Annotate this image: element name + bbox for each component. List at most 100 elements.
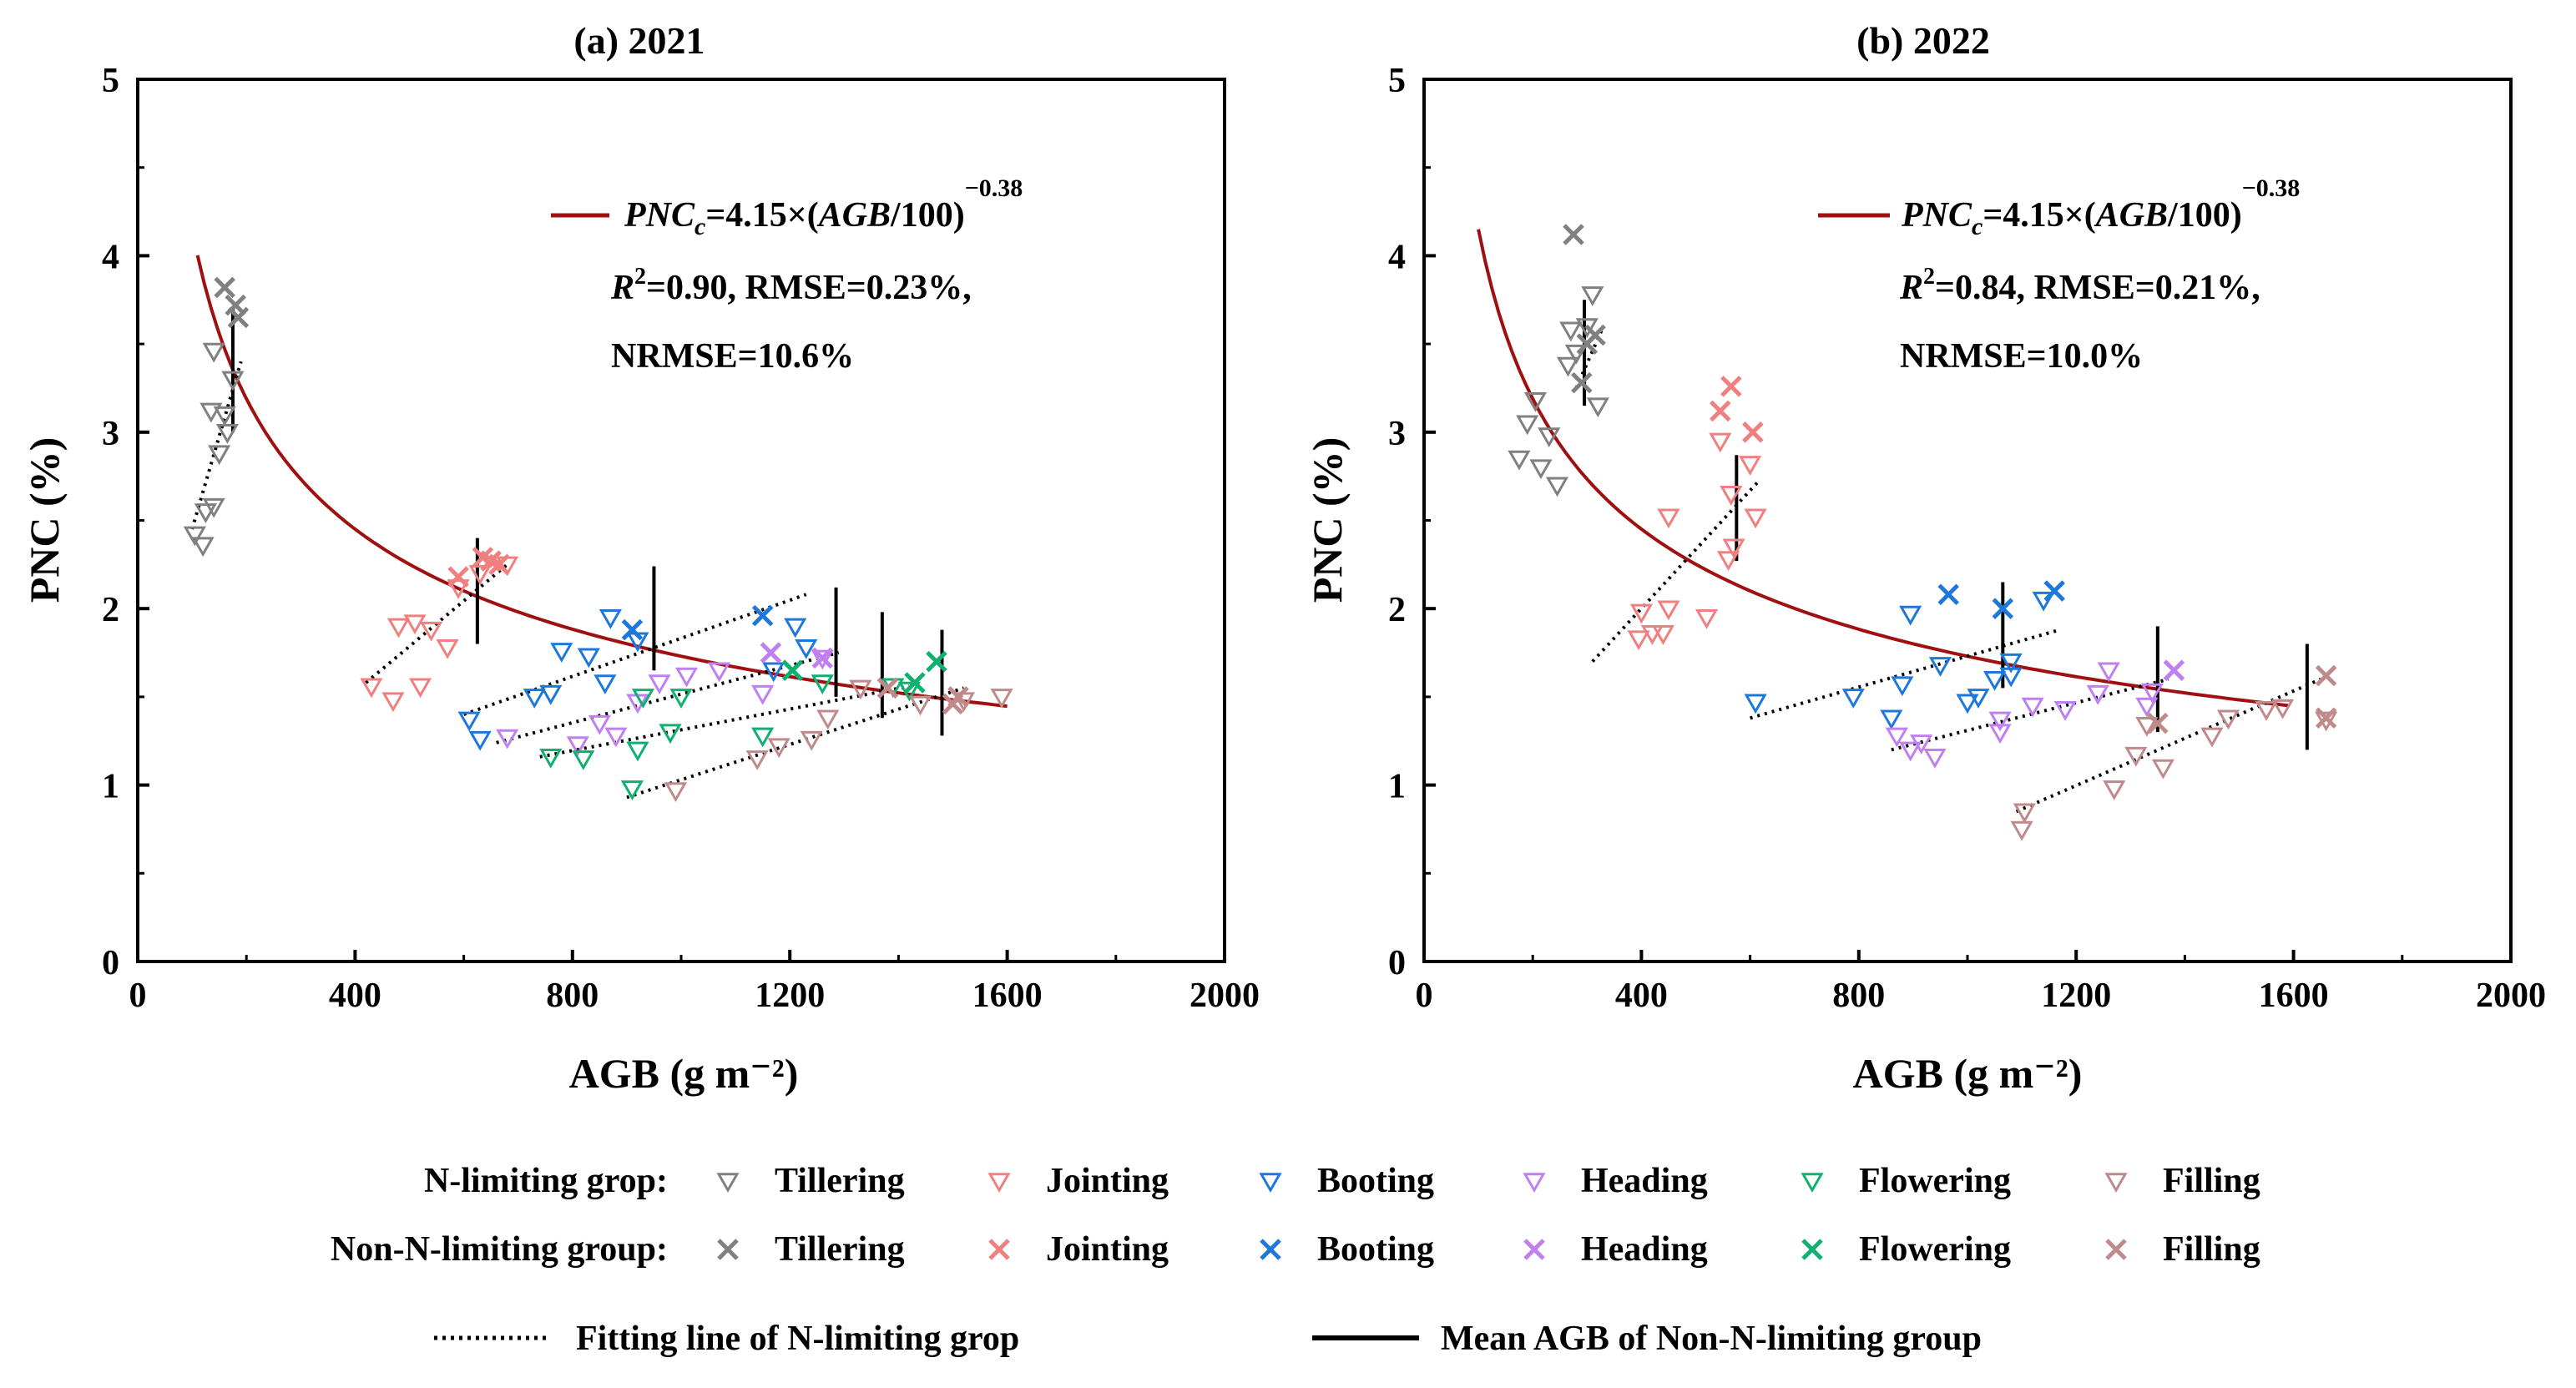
- point-n-limiting-booting: [550, 643, 573, 663]
- fit-line-booting: [1750, 628, 2061, 720]
- point-n-limiting-tillering: [194, 503, 217, 523]
- point-n-limiting-jointing: [1657, 600, 1680, 621]
- point-n-limiting-heading: [2097, 662, 2120, 683]
- point-non-n-limiting-filling-stroke-b: [2315, 707, 2337, 729]
- x-tick-label: 1200: [755, 977, 825, 1015]
- x-tick-label: 400: [1615, 977, 1668, 1015]
- point-non-n-limiting-heading: [811, 647, 834, 669]
- point-n-limiting-tillering: [1508, 450, 1531, 471]
- point-n-limiting-tillering: [208, 445, 231, 466]
- point-non-n-limiting-booting-stroke-b: [1992, 598, 2014, 619]
- panel-title: (a) 2021: [573, 19, 705, 62]
- point-non-n-limiting-heading: [2163, 659, 2185, 681]
- point-n-limiting-tillering: [215, 424, 239, 444]
- legend-marker-n-limiting-heading: [1523, 1173, 1546, 1194]
- point-n-limiting-jointing: [1629, 603, 1653, 624]
- point-n-limiting-filling: [849, 679, 872, 700]
- legend-marker-n-limiting-filling: [2104, 1173, 2128, 1194]
- point-non-n-limiting-tillering-stroke-b: [227, 306, 250, 329]
- fit-line-heading: [1891, 677, 2169, 752]
- point-n-limiting-booting: [457, 711, 481, 732]
- point-n-limiting-booting: [795, 638, 818, 659]
- point-n-limiting-heading: [648, 674, 671, 695]
- data-points: [183, 276, 1013, 802]
- point-non-n-limiting-jointing-stroke-b: [472, 547, 494, 568]
- point-n-limiting-flowering: [659, 724, 682, 744]
- fit-line-filling: [626, 686, 965, 800]
- point-n-limiting-filling: [767, 738, 790, 759]
- point-n-limiting-heading: [2053, 700, 2077, 721]
- point-n-limiting-booting: [784, 618, 807, 638]
- legend-marker-n-limiting-jointing: [987, 1173, 1011, 1194]
- point-n-limiting-booting: [2032, 591, 2055, 612]
- point-n-limiting-tillering: [1545, 477, 1569, 497]
- critical-curve-path: [1477, 229, 2289, 708]
- point-non-n-limiting-filling-stroke-b: [876, 677, 899, 699]
- y-tick-label: 5: [102, 62, 119, 100]
- point-non-n-limiting-jointing: [1742, 421, 1764, 443]
- legend-n-limiting-label: N-limiting grop:: [424, 1162, 668, 1200]
- point-non-n-limiting-heading-stroke-b: [760, 642, 782, 664]
- legend-marker-non-n-limiting-jointing-stroke-b: [988, 1239, 1010, 1260]
- point-n-limiting-flowering: [631, 689, 655, 709]
- fit-line-filling: [2015, 677, 2321, 814]
- point-non-n-limiting-booting: [751, 604, 774, 627]
- point-non-n-limiting-jointing: [1710, 400, 1731, 422]
- point-non-n-limiting-jointing-stroke-b: [480, 550, 502, 572]
- point-n-limiting-jointing: [386, 618, 411, 638]
- point-n-limiting-booting: [1983, 671, 2007, 691]
- point-n-limiting-filling: [2255, 700, 2278, 721]
- point-n-limiting-heading: [707, 662, 731, 683]
- point-non-n-limiting-filling-stroke-b: [2315, 664, 2337, 687]
- point-non-n-limiting-booting-stroke-b: [621, 618, 644, 641]
- point-n-limiting-filling: [990, 689, 1013, 709]
- point-n-limiting-filling: [745, 750, 769, 770]
- x-tick-label: 2000: [2476, 977, 2546, 1015]
- point-n-limiting-jointing: [1640, 625, 1664, 645]
- y-tick-label: 4: [102, 238, 119, 276]
- point-non-n-limiting-booting-stroke-b: [751, 604, 774, 627]
- y-tick-label: 2: [1388, 591, 1406, 629]
- point-n-limiting-jointing: [1744, 508, 1767, 529]
- legend-marker-non-n-limiting-heading-stroke-b: [1523, 1239, 1545, 1260]
- critical-curve: [195, 255, 1008, 709]
- x-tick-label: 400: [329, 977, 381, 1015]
- point-n-limiting-flowering: [751, 727, 775, 748]
- legend-marker-non-n-limiting-heading: [1523, 1239, 1545, 1260]
- point-n-limiting-tillering: [1559, 321, 1583, 342]
- point-n-limiting-filling: [908, 695, 932, 716]
- point-non-n-limiting-booting: [1937, 583, 1959, 606]
- r2-label: R2=0.84, RMSE=0.21%,: [1899, 264, 2260, 307]
- x-tick-label: 0: [1416, 977, 1433, 1015]
- point-n-limiting-heading: [604, 727, 628, 748]
- legend-marker-n-limiting-flowering: [1801, 1173, 1824, 1194]
- point-n-limiting-heading: [1885, 727, 1908, 748]
- point-non-n-limiting-tillering: [227, 306, 250, 329]
- y-tick-label: 3: [1388, 415, 1406, 453]
- nrmse-label: NRMSE=10.6%: [611, 337, 854, 376]
- legend-label-non-n-limiting-jointing: Jointing: [1046, 1230, 1169, 1269]
- point-non-n-limiting-booting: [1992, 598, 2014, 619]
- legend-label-n-limiting-booting: Booting: [1317, 1162, 1434, 1200]
- x-axis-title: AGB (g m⁻²): [569, 1050, 799, 1097]
- x-tick-label: 800: [1832, 977, 1885, 1015]
- legend-fit-line-label: Fitting line of N-limiting grop: [576, 1320, 1019, 1358]
- nrmse-label: NRMSE=10.0%: [1900, 337, 2143, 376]
- legend-mean-agb-label: Mean AGB of Non-N-limiting group: [1441, 1320, 1982, 1358]
- point-n-limiting-jointing: [1716, 551, 1740, 572]
- point-n-limiting-flowering: [811, 674, 834, 695]
- point-non-n-limiting-booting-stroke-b: [1937, 583, 1959, 606]
- point-non-n-limiting-jointing-stroke-b: [1710, 400, 1731, 422]
- point-non-n-limiting-tillering: [1584, 324, 1606, 346]
- point-n-limiting-tillering: [1516, 415, 1539, 436]
- point-n-limiting-filling: [2200, 727, 2224, 748]
- point-n-limiting-heading: [1910, 734, 1933, 755]
- legend-label-non-n-limiting-flowering: Flowering: [1859, 1230, 2011, 1269]
- point-n-limiting-jointing: [1657, 508, 1680, 529]
- equation-label: PNCc=4.15×(AGB/100)−0.38: [624, 174, 1023, 240]
- point-n-limiting-booting: [577, 648, 600, 669]
- point-non-n-limiting-jointing-stroke-b: [447, 566, 469, 588]
- point-n-limiting-tillering: [1575, 318, 1599, 338]
- point-n-limiting-jointing: [1722, 538, 1745, 559]
